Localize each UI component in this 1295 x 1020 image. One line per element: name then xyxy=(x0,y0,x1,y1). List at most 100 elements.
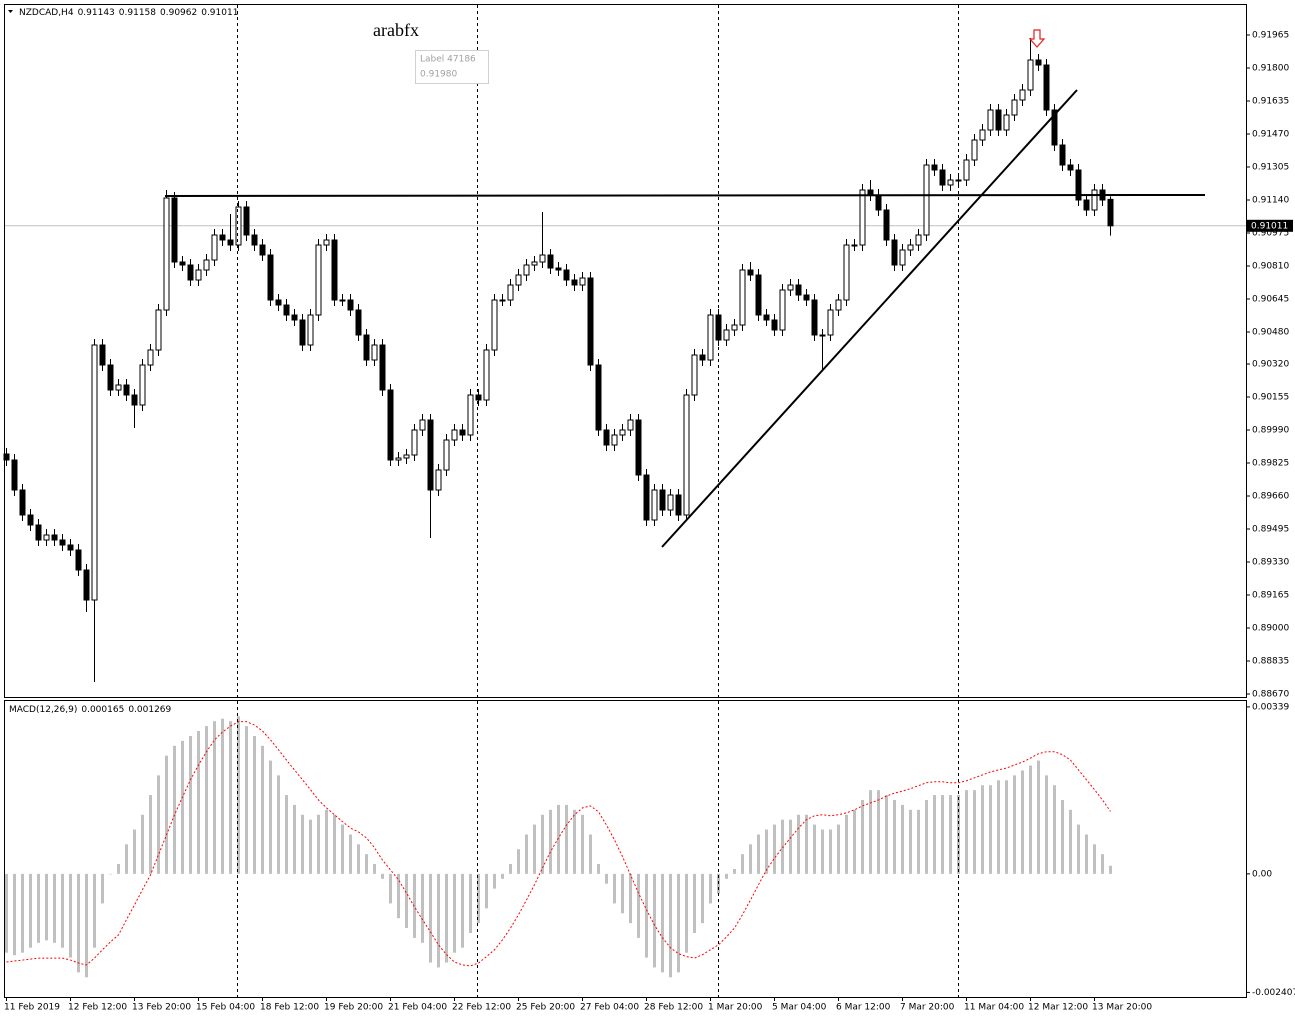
macd-bar xyxy=(325,809,328,874)
macd-bar xyxy=(229,721,232,874)
candle-body xyxy=(99,344,106,366)
candle-body xyxy=(163,197,170,311)
y-tick-label: 0.91800 xyxy=(1252,64,1289,74)
macd-bar xyxy=(645,873,648,958)
candle-body xyxy=(1051,109,1058,146)
macd-bar xyxy=(621,873,624,914)
macd-bar xyxy=(741,854,744,874)
y-tick-label: 0.89495 xyxy=(1252,525,1289,535)
candle-body xyxy=(587,277,594,366)
macd-bar xyxy=(93,873,96,948)
candle-body xyxy=(1067,164,1074,171)
y-tick-label: 0.89330 xyxy=(1252,558,1289,568)
candle-body xyxy=(779,289,786,331)
candle-body xyxy=(763,314,770,321)
macd-bar xyxy=(149,795,152,874)
macd-bar xyxy=(989,785,992,874)
y-tick-label: 0.90645 xyxy=(1252,295,1289,305)
candle-body xyxy=(451,429,458,441)
macd-bar xyxy=(1045,775,1048,874)
macd-bar xyxy=(685,873,688,953)
macd-bar xyxy=(13,873,16,956)
x-tick-label: 13 Mar 20:00 xyxy=(1092,1003,1152,1013)
y-tick-label: 0.90975 xyxy=(1252,229,1289,239)
candle-body xyxy=(187,264,194,281)
current-price-label: 0.91011 xyxy=(1251,221,1288,231)
candle-body xyxy=(1027,59,1034,91)
x-tick-label: 15 Feb 04:00 xyxy=(196,1003,255,1013)
candle-body xyxy=(379,344,386,391)
signal-line xyxy=(6,721,1111,967)
candle-body xyxy=(859,189,866,246)
macd-bar xyxy=(1101,854,1104,874)
y-tick-label: 0.88670 xyxy=(1252,690,1289,700)
signal-value: 0.001269 xyxy=(128,705,171,715)
macd-bar xyxy=(965,790,968,874)
candle-body xyxy=(459,429,466,436)
macd-bar xyxy=(357,844,360,874)
macd-bar xyxy=(1069,809,1072,874)
macd-bar xyxy=(565,804,568,874)
macd-bar xyxy=(949,795,952,874)
candle-body xyxy=(899,249,906,266)
candle-body xyxy=(979,129,986,141)
macd-bar xyxy=(581,814,584,874)
macd-bar xyxy=(573,809,576,874)
candle-body xyxy=(211,234,218,261)
macd-bar xyxy=(125,844,128,874)
candle-body xyxy=(1083,199,1090,211)
macd-bar xyxy=(509,864,512,874)
candle-body xyxy=(195,269,202,281)
candle-body xyxy=(19,489,26,516)
current-price-tag xyxy=(1247,219,1293,232)
candle-body xyxy=(1107,198,1114,227)
candle-body xyxy=(123,384,130,396)
macd-bar xyxy=(165,755,168,874)
macd-bar xyxy=(301,814,304,874)
x-tick-label: 21 Feb 04:00 xyxy=(388,1003,447,1013)
candle-body xyxy=(963,159,970,181)
macd-bar xyxy=(269,760,272,874)
macd-bar xyxy=(797,814,800,874)
macd-bar xyxy=(1021,770,1024,874)
macd-bar xyxy=(885,795,888,874)
candle-body xyxy=(371,344,378,361)
macd-bar xyxy=(725,873,728,879)
candle-body xyxy=(43,534,50,541)
label-title: Label 47186 xyxy=(420,55,476,65)
candle-body xyxy=(699,354,706,361)
macd-bar xyxy=(381,873,384,879)
candle-body xyxy=(875,194,882,211)
y-tick-label: 0.88835 xyxy=(1252,657,1289,667)
macd-bar xyxy=(261,745,264,874)
macd-bar xyxy=(941,795,944,874)
macd-bar xyxy=(309,819,312,874)
macd-bar xyxy=(453,873,456,953)
macd-bar xyxy=(37,873,40,943)
x-tick-label: 25 Feb 20:00 xyxy=(516,1003,575,1013)
macd-bar xyxy=(549,809,552,874)
ohlc-value: 0.91158 xyxy=(119,8,156,18)
macd-bar xyxy=(61,873,64,948)
y-tick-label: 0.91305 xyxy=(1252,163,1289,173)
candle-body xyxy=(51,534,58,541)
annotation: arabfx xyxy=(373,20,419,40)
macd-bar xyxy=(1077,824,1080,874)
candle-body xyxy=(531,261,538,266)
candle-body xyxy=(75,549,82,571)
macd-bar xyxy=(45,873,48,941)
candle-body xyxy=(1019,89,1026,101)
candle-body xyxy=(667,494,674,511)
candle-body xyxy=(1091,189,1098,211)
macd-bar xyxy=(285,795,288,874)
candle-body xyxy=(939,169,946,186)
candle-body xyxy=(515,274,522,286)
macd-bar xyxy=(485,873,488,909)
macd-bar xyxy=(181,740,184,874)
macd-bar xyxy=(349,834,352,874)
candle-body xyxy=(443,439,450,471)
macd-bar xyxy=(69,873,72,958)
macd-bar xyxy=(845,814,848,874)
macd-bar xyxy=(205,726,208,874)
